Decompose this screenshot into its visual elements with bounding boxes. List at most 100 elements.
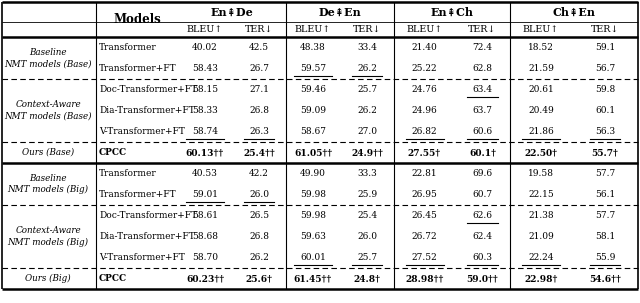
Text: V-Transformer+FT: V-Transformer+FT (99, 127, 185, 136)
Text: 60.6: 60.6 (472, 127, 493, 136)
Text: 25.4††: 25.4†† (243, 148, 275, 157)
Text: 48.38: 48.38 (300, 43, 326, 52)
Text: 26.2: 26.2 (249, 253, 269, 262)
Text: 26.3: 26.3 (249, 127, 269, 136)
Text: 63.7: 63.7 (472, 106, 493, 115)
Text: 21.40: 21.40 (412, 43, 437, 52)
Text: De⇞En: De⇞En (319, 6, 362, 18)
Text: Doc-Transformer+FT: Doc-Transformer+FT (99, 211, 197, 220)
Text: 60.7: 60.7 (472, 190, 493, 199)
Text: BLEU↑: BLEU↑ (523, 25, 559, 34)
Text: 24.9††: 24.9†† (351, 148, 383, 157)
Text: 42.2: 42.2 (249, 169, 269, 178)
Text: 22.50†: 22.50† (525, 148, 557, 157)
Text: 59.01: 59.01 (192, 190, 218, 199)
Text: V-Transformer+FT: V-Transformer+FT (99, 253, 185, 262)
Text: 58.68: 58.68 (192, 232, 218, 241)
Text: 59.98: 59.98 (300, 211, 326, 220)
Text: 24.76: 24.76 (412, 85, 437, 94)
Text: 20.61: 20.61 (528, 85, 554, 94)
Text: 59.46: 59.46 (300, 85, 326, 94)
Text: 42.5: 42.5 (249, 43, 269, 52)
Text: 58.33: 58.33 (192, 106, 218, 115)
Text: 60.1†: 60.1† (469, 148, 496, 157)
Text: 25.7: 25.7 (357, 85, 377, 94)
Text: 26.8: 26.8 (249, 232, 269, 241)
Text: TER↓: TER↓ (353, 25, 381, 34)
Text: 21.38: 21.38 (528, 211, 554, 220)
Text: 58.43: 58.43 (192, 64, 218, 73)
Text: 63.4: 63.4 (472, 85, 493, 94)
Text: TER↓: TER↓ (468, 25, 497, 34)
Text: 60.13††: 60.13†† (186, 148, 224, 157)
Text: 26.82: 26.82 (412, 127, 437, 136)
Text: Transformer+FT: Transformer+FT (99, 190, 177, 199)
Text: 33.3: 33.3 (357, 169, 377, 178)
Text: 72.4: 72.4 (472, 43, 493, 52)
Text: 59.1: 59.1 (595, 43, 615, 52)
Text: En⇞De: En⇞De (211, 6, 253, 18)
Text: 19.58: 19.58 (528, 169, 554, 178)
Text: 60.1: 60.1 (595, 106, 615, 115)
Text: 26.5: 26.5 (249, 211, 269, 220)
Text: CPCC: CPCC (99, 274, 127, 283)
Text: Baseline
NMT models (Base): Baseline NMT models (Base) (4, 48, 92, 68)
Text: 59.57: 59.57 (300, 64, 326, 73)
Text: 56.1: 56.1 (595, 190, 615, 199)
Text: Baseline
NMT models (Big): Baseline NMT models (Big) (8, 174, 88, 194)
Text: 40.53: 40.53 (192, 169, 218, 178)
Text: 27.1: 27.1 (249, 85, 269, 94)
Text: 60.3: 60.3 (472, 253, 493, 262)
Text: 25.22: 25.22 (412, 64, 437, 73)
Text: 58.74: 58.74 (192, 127, 218, 136)
Text: Ours (Big): Ours (Big) (25, 274, 71, 283)
Text: 62.8: 62.8 (472, 64, 493, 73)
Text: Ch⇞En: Ch⇞En (552, 6, 595, 18)
Text: 57.7: 57.7 (595, 211, 615, 220)
Text: 24.96: 24.96 (412, 106, 437, 115)
Text: 58.61: 58.61 (192, 211, 218, 220)
Text: 22.24: 22.24 (528, 253, 554, 262)
Text: Doc-Transformer+FT: Doc-Transformer+FT (99, 85, 197, 94)
Text: Context-Aware
NMT models (Base): Context-Aware NMT models (Base) (4, 101, 92, 121)
Text: 21.86: 21.86 (528, 127, 554, 136)
Text: 22.98†: 22.98† (524, 274, 557, 283)
Text: BLEU↑: BLEU↑ (187, 25, 223, 34)
Text: 49.90: 49.90 (300, 169, 326, 178)
Text: TER↓: TER↓ (245, 25, 273, 34)
Text: 58.15: 58.15 (192, 85, 218, 94)
Text: 26.0: 26.0 (357, 232, 377, 241)
Text: 18.52: 18.52 (528, 43, 554, 52)
Text: 57.7: 57.7 (595, 169, 615, 178)
Text: CPCC: CPCC (99, 148, 127, 157)
Text: 61.45††: 61.45†† (294, 274, 332, 283)
Text: 62.4: 62.4 (472, 232, 493, 241)
Text: 26.72: 26.72 (412, 232, 437, 241)
Text: 59.0††: 59.0†† (467, 274, 499, 283)
Text: 40.02: 40.02 (192, 43, 218, 52)
Text: BLEU↑: BLEU↑ (406, 25, 443, 34)
Text: 59.09: 59.09 (300, 106, 326, 115)
Text: Dia-Transformer+FT: Dia-Transformer+FT (99, 232, 195, 241)
Text: 22.81: 22.81 (412, 169, 437, 178)
Text: Models: Models (113, 13, 161, 26)
Text: 27.0: 27.0 (357, 127, 377, 136)
Text: 26.95: 26.95 (412, 190, 437, 199)
Text: 33.4: 33.4 (357, 43, 377, 52)
Text: 56.7: 56.7 (595, 64, 615, 73)
Text: 21.09: 21.09 (528, 232, 554, 241)
Text: 26.0: 26.0 (249, 190, 269, 199)
Text: 69.6: 69.6 (472, 169, 493, 178)
Text: 56.3: 56.3 (595, 127, 615, 136)
Text: 60.01: 60.01 (300, 253, 326, 262)
Text: 62.6: 62.6 (472, 211, 493, 220)
Text: 25.7: 25.7 (357, 253, 377, 262)
Text: 25.6†: 25.6† (246, 274, 273, 283)
Text: Transformer: Transformer (99, 43, 157, 52)
Text: 28.98††: 28.98†† (405, 274, 444, 283)
Text: 22.15: 22.15 (528, 190, 554, 199)
Text: Transformer: Transformer (99, 169, 157, 178)
Text: 54.6††: 54.6†† (589, 274, 621, 283)
Text: 59.8: 59.8 (595, 85, 615, 94)
Text: 61.05††: 61.05†† (294, 148, 332, 157)
